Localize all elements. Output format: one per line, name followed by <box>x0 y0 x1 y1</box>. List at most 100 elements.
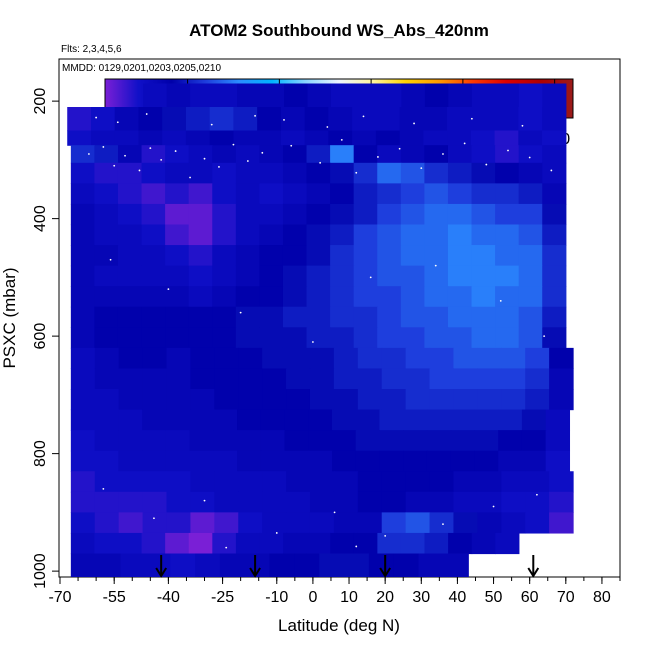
heatmap-cell <box>190 389 215 411</box>
heatmap-cell <box>330 203 355 226</box>
heatmap-cell <box>94 532 119 555</box>
heatmap-cell <box>142 430 167 452</box>
heatmap-cell <box>447 265 473 287</box>
heatmap-cell <box>429 512 455 534</box>
spike-marker <box>102 146 105 148</box>
heatmap-cell <box>189 430 214 452</box>
heatmap-cell <box>117 162 143 184</box>
heatmap-cell <box>165 532 190 555</box>
heatmap-cell <box>308 430 333 452</box>
heatmap-cell <box>141 306 166 328</box>
heatmap-cell <box>429 491 455 513</box>
heatmap-cell <box>142 450 167 472</box>
heatmap-cell <box>424 286 449 308</box>
heatmap-cell <box>219 553 246 577</box>
heatmap-cell <box>117 327 143 349</box>
heatmap-cell <box>188 203 213 226</box>
heatmap-cell <box>353 183 378 205</box>
heatmap-cell <box>259 265 284 287</box>
heatmap-cell <box>405 491 431 513</box>
heatmap-cell <box>70 368 96 390</box>
heatmap-cell <box>330 532 355 555</box>
heatmap-cell <box>375 130 401 146</box>
heatmap-cell <box>165 409 191 431</box>
flights-label: Flts: 2,3,4,5,6 <box>61 44 122 55</box>
heatmap-cell <box>332 409 357 431</box>
heatmap-cell <box>474 409 499 431</box>
heatmap-cell <box>282 327 308 349</box>
heatmap-cell <box>306 145 331 164</box>
heatmap-cell <box>400 265 425 287</box>
heatmap-cell <box>94 224 119 246</box>
heatmap-cell <box>237 409 262 431</box>
heatmap-cell <box>162 130 187 146</box>
heatmap-cell <box>165 430 191 452</box>
spike-marker <box>499 299 502 302</box>
heatmap-cell <box>309 347 335 370</box>
spike-marker <box>333 511 336 514</box>
heatmap-cell <box>212 224 237 246</box>
heatmap-cell <box>286 471 311 493</box>
x-tick-label: -10 <box>265 589 288 606</box>
heatmap-cell <box>306 245 331 267</box>
heatmap-cell <box>377 245 402 267</box>
heatmap-cell <box>238 512 263 534</box>
heatmap-cell <box>70 224 96 246</box>
heatmap-cell <box>94 162 119 184</box>
heatmap-cell <box>400 327 425 349</box>
heatmap-cell <box>235 306 260 328</box>
heatmap-cell <box>405 512 431 534</box>
heatmap-cell <box>424 327 449 349</box>
heatmap-cell <box>333 389 359 411</box>
heatmap-cell <box>141 183 166 205</box>
heatmap-cell <box>260 83 285 108</box>
heatmap-cell <box>284 430 309 452</box>
spike-marker <box>312 341 314 343</box>
heatmap-cell <box>495 203 520 226</box>
heatmap-cell <box>90 130 116 146</box>
heatmap-cell <box>545 409 571 431</box>
spike-marker <box>326 126 329 128</box>
heatmap-cell <box>237 83 262 108</box>
heatmap-cell <box>70 203 96 226</box>
heatmap-cell <box>309 471 335 493</box>
heatmap-cell <box>235 224 260 246</box>
heatmap-cell <box>525 368 550 390</box>
heatmap-cell <box>238 491 263 513</box>
heatmap-cell <box>518 130 543 146</box>
heatmap-cell <box>286 491 311 513</box>
heatmap-cell <box>286 368 311 390</box>
heatmap-cell <box>166 368 192 390</box>
heatmap-cell <box>501 491 526 513</box>
heatmap-cell <box>319 553 345 577</box>
y-tick-label: 800 <box>32 440 49 467</box>
heatmap-cell <box>188 532 213 555</box>
heatmap-cell <box>377 306 402 328</box>
heatmap-cell <box>70 450 96 472</box>
heatmap-cell <box>195 553 221 577</box>
heatmap-cell <box>190 491 215 513</box>
heatmap-cell <box>447 107 472 132</box>
heatmap-cell <box>521 450 547 472</box>
heatmap-cell <box>114 130 140 146</box>
heatmap-cell <box>447 130 472 146</box>
heatmap-cell <box>259 145 284 164</box>
heatmap-cell <box>262 389 287 411</box>
heatmap-cell <box>235 162 260 184</box>
heatmap-cell <box>495 532 520 555</box>
heatmap-cell <box>447 327 473 349</box>
heatmap-cell <box>190 368 215 390</box>
heatmap-cell <box>118 491 144 513</box>
heatmap-cell <box>418 553 445 577</box>
spike-marker <box>113 164 116 167</box>
heatmap-cell <box>188 327 213 349</box>
heatmap-cell <box>94 183 119 205</box>
heatmap-cell <box>259 532 284 555</box>
heatmap-cell <box>214 491 239 513</box>
heatmap-cell <box>170 553 196 577</box>
heatmap-cell <box>212 145 237 164</box>
heatmap-cell <box>165 306 190 328</box>
heatmap-cell <box>306 162 331 184</box>
chart-title: ATOM2 Southbound WS_Abs_420nm <box>189 21 489 40</box>
heatmap-cell <box>237 430 262 452</box>
